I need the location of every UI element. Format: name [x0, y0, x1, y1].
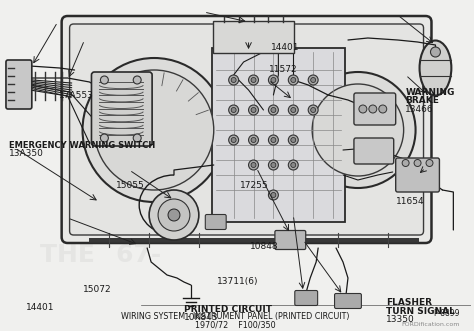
Circle shape [402, 160, 409, 166]
Circle shape [94, 70, 214, 190]
Circle shape [168, 209, 180, 221]
Circle shape [369, 105, 377, 113]
Circle shape [288, 160, 298, 170]
Circle shape [228, 135, 238, 145]
Text: 10K843: 10K843 [184, 313, 219, 322]
Text: 13A350: 13A350 [9, 149, 44, 159]
Circle shape [133, 76, 141, 84]
Circle shape [291, 77, 296, 82]
Text: 15055: 15055 [116, 181, 144, 190]
Circle shape [268, 105, 278, 115]
FancyBboxPatch shape [275, 230, 306, 250]
FancyBboxPatch shape [205, 214, 226, 229]
Circle shape [228, 75, 238, 85]
Circle shape [271, 163, 276, 167]
Circle shape [231, 108, 236, 113]
Text: 15072: 15072 [82, 285, 111, 294]
Text: 17A553: 17A553 [59, 91, 94, 101]
Circle shape [426, 160, 433, 166]
Ellipse shape [419, 40, 451, 96]
Circle shape [310, 108, 316, 113]
Text: FORDification.com: FORDification.com [401, 321, 459, 326]
Circle shape [133, 134, 141, 142]
Circle shape [300, 72, 416, 188]
Text: 13466: 13466 [405, 105, 434, 114]
FancyBboxPatch shape [91, 72, 152, 146]
Text: 13350: 13350 [386, 315, 415, 324]
Circle shape [288, 135, 298, 145]
Circle shape [248, 160, 258, 170]
Circle shape [248, 105, 258, 115]
Circle shape [308, 105, 318, 115]
Circle shape [231, 137, 236, 143]
FancyBboxPatch shape [6, 60, 32, 109]
FancyBboxPatch shape [213, 21, 294, 53]
Circle shape [308, 75, 318, 85]
Circle shape [414, 160, 421, 166]
Circle shape [288, 75, 298, 85]
Circle shape [82, 58, 226, 202]
Text: 13711(6): 13711(6) [217, 277, 258, 286]
Circle shape [158, 199, 190, 231]
Circle shape [310, 77, 316, 82]
Circle shape [268, 75, 278, 85]
FancyBboxPatch shape [396, 158, 439, 192]
Text: PRINTED CIRCUIT: PRINTED CIRCUIT [184, 305, 272, 314]
Text: THE `67-: THE `67- [40, 243, 161, 267]
FancyBboxPatch shape [354, 93, 396, 125]
Circle shape [291, 108, 296, 113]
Text: WARNING: WARNING [405, 88, 455, 97]
FancyBboxPatch shape [354, 138, 394, 164]
Circle shape [379, 105, 387, 113]
Circle shape [291, 163, 296, 167]
Circle shape [430, 47, 440, 57]
Circle shape [100, 76, 109, 84]
Text: BRAKE: BRAKE [405, 96, 439, 106]
Circle shape [231, 77, 236, 82]
Text: EMERGENCY WARNING SWITCH: EMERGENCY WARNING SWITCH [9, 141, 155, 150]
Circle shape [268, 160, 278, 170]
Text: TURN SIGNAL: TURN SIGNAL [386, 307, 456, 316]
Text: 14401: 14401 [271, 43, 300, 53]
Text: WIRING SYSTEM - INSTRUMENT PANEL (PRINTED CIRCUIT): WIRING SYSTEM - INSTRUMENT PANEL (PRINTE… [121, 311, 350, 320]
Text: FORD: FORD [90, 162, 298, 228]
FancyBboxPatch shape [70, 24, 424, 235]
Circle shape [312, 84, 404, 176]
Circle shape [251, 108, 256, 113]
FancyBboxPatch shape [335, 294, 361, 308]
Circle shape [271, 137, 276, 143]
Text: 17255: 17255 [240, 181, 269, 190]
FancyBboxPatch shape [212, 48, 345, 222]
Circle shape [271, 193, 276, 198]
Circle shape [251, 137, 256, 143]
Text: 10848: 10848 [250, 242, 278, 251]
Text: 11572: 11572 [269, 65, 297, 74]
Circle shape [251, 77, 256, 82]
Circle shape [268, 190, 278, 200]
Circle shape [248, 75, 258, 85]
Text: 11654: 11654 [396, 197, 425, 207]
Circle shape [251, 163, 256, 167]
Circle shape [228, 105, 238, 115]
Circle shape [288, 105, 298, 115]
Text: 1970/72    F100/350: 1970/72 F100/350 [195, 320, 276, 329]
Circle shape [291, 137, 296, 143]
Circle shape [359, 105, 367, 113]
Circle shape [248, 135, 258, 145]
Circle shape [268, 135, 278, 145]
FancyBboxPatch shape [295, 291, 318, 306]
Circle shape [271, 108, 276, 113]
Text: FLASHER: FLASHER [386, 298, 432, 307]
FancyBboxPatch shape [62, 16, 431, 243]
Circle shape [100, 134, 109, 142]
Text: P-8899: P-8899 [433, 308, 459, 317]
Text: 14401: 14401 [26, 303, 55, 312]
Circle shape [271, 77, 276, 82]
Circle shape [149, 190, 199, 240]
